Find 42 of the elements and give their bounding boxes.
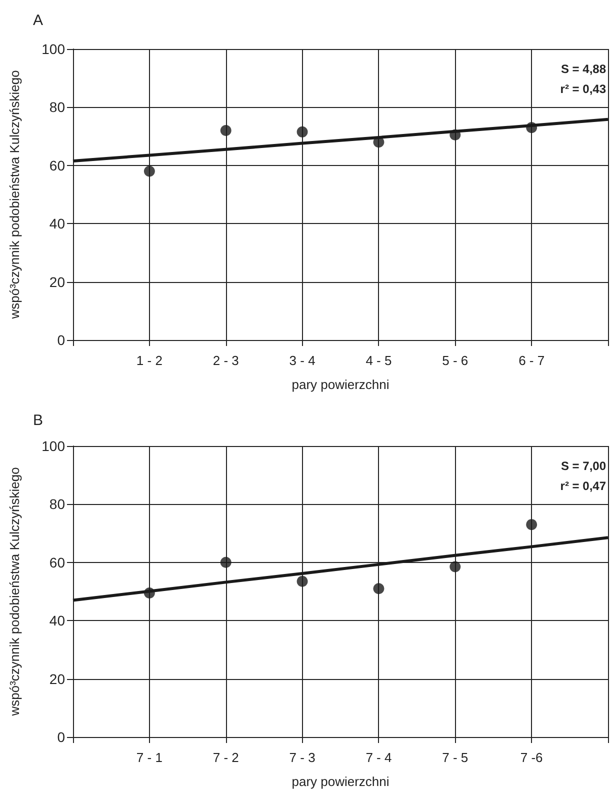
point bbox=[526, 519, 538, 530]
x-axis-title: pary powierzchni bbox=[292, 774, 390, 789]
x-axis-title: pary powierzchni bbox=[292, 377, 390, 392]
y-tick-label: 20 bbox=[49, 274, 66, 290]
y-tick-label: 0 bbox=[57, 332, 66, 348]
y-tick-label: 0 bbox=[57, 729, 66, 745]
y-tick-label: 100 bbox=[42, 41, 66, 57]
point bbox=[373, 583, 384, 594]
annotation: S = 4,88 bbox=[560, 62, 606, 76]
y-tick-label: 80 bbox=[49, 496, 66, 512]
x-tick-label: 2 - 3 bbox=[212, 353, 239, 368]
point bbox=[220, 124, 232, 136]
annotation: r² = 0,47 bbox=[560, 479, 606, 493]
annotation: r² = 0,43 bbox=[560, 82, 606, 96]
chart-title: B bbox=[33, 412, 44, 429]
point bbox=[296, 126, 308, 138]
x-tick-label: 7 - 4 bbox=[366, 750, 392, 765]
y-tick-label: 100 bbox=[42, 438, 66, 454]
point bbox=[144, 166, 155, 177]
y-tick-label: 20 bbox=[49, 670, 66, 687]
point bbox=[450, 561, 461, 572]
x-tick-label: 7 - 1 bbox=[136, 750, 162, 765]
x-tick-label: 7 - 2 bbox=[212, 750, 239, 765]
x-tick-label: 4 - 5 bbox=[366, 353, 392, 368]
y-tick-label: 60 bbox=[49, 554, 66, 570]
y-tick-label: 40 bbox=[49, 612, 66, 629]
x-tick-label: 7 - 3 bbox=[289, 750, 316, 765]
y-axis-title: wspó³czynnik podobieństwa Kulczyńskiego bbox=[7, 467, 22, 717]
annotation: S = 7,00 bbox=[560, 459, 606, 473]
y-tick-label: 60 bbox=[49, 157, 66, 174]
x-tick-label: 6 - 7 bbox=[518, 353, 545, 368]
y-tick-label: 80 bbox=[49, 99, 66, 116]
y-tick-label: 40 bbox=[49, 216, 66, 232]
x-tick-label: 5 - 6 bbox=[442, 353, 468, 368]
x-tick-label: 7 - 5 bbox=[442, 750, 468, 765]
chart-title: A bbox=[33, 12, 44, 29]
point bbox=[220, 556, 232, 568]
x-tick-label: 1 - 2 bbox=[136, 353, 162, 368]
x-tick-label: 3 - 4 bbox=[289, 353, 316, 368]
point bbox=[296, 576, 308, 587]
y-axis-title: wspó³czynnik podobieństwa Kulczyńskiego bbox=[7, 70, 22, 320]
x-tick-label: 7 -6 bbox=[520, 750, 543, 765]
